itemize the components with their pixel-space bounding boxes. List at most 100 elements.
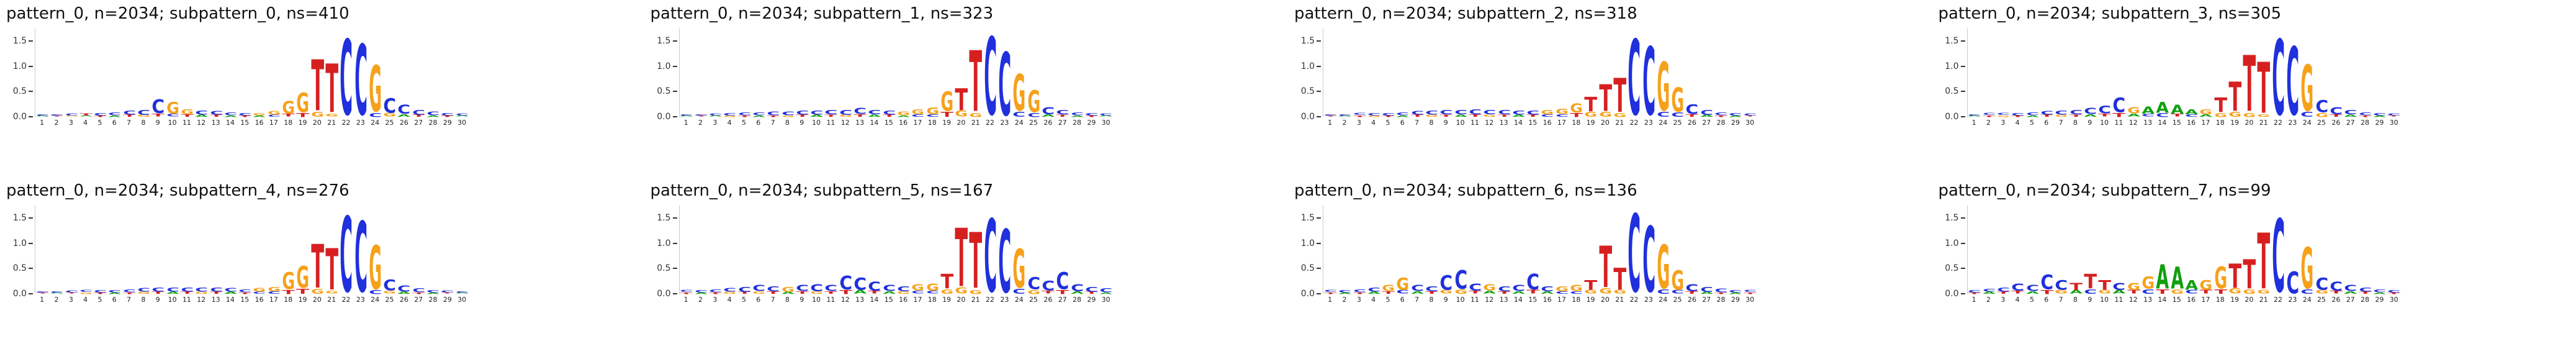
svg-text:T: T: [695, 116, 708, 117]
logo-letter-c: C: [210, 111, 223, 116]
svg-text:G: G: [970, 289, 983, 295]
logo-letter-t: T: [1599, 77, 1612, 120]
logo-letter-a: A: [253, 115, 266, 117]
logo-letter-c: C: [108, 289, 122, 293]
svg-text:A: A: [1071, 115, 1084, 117]
x-tick-label: 9: [1443, 296, 1448, 304]
logo-letter-c: C: [1324, 289, 1337, 293]
svg-text:T: T: [123, 114, 136, 117]
logo-letter-c: C: [1512, 110, 1525, 116]
x-tick-label: 14: [1513, 119, 1523, 127]
logo-letter-c: C: [94, 112, 107, 116]
logo-letter-c: C: [2156, 112, 2169, 118]
svg-text:G: G: [2055, 289, 2068, 295]
x-tick-label: 21: [327, 119, 336, 127]
svg-text:A: A: [1339, 116, 1352, 117]
svg-text:A: A: [2344, 114, 2358, 117]
x-tick-label: 15: [240, 296, 250, 304]
y-tick-mark: [1317, 91, 1321, 93]
logo-letter-t: T: [1526, 114, 1539, 117]
svg-text:T: T: [955, 212, 968, 305]
x-tick-label: 1: [683, 119, 688, 127]
svg-text:C: C: [1454, 109, 1467, 116]
svg-text:C: C: [1085, 112, 1098, 116]
logo-letter-g: G: [166, 99, 179, 117]
svg-text:G: G: [79, 292, 92, 294]
svg-text:T: T: [1382, 291, 1395, 294]
logo-letter-c: C: [926, 290, 939, 295]
y-tick-mark: [672, 242, 677, 244]
svg-text:G: G: [897, 291, 910, 294]
svg-text:G: G: [724, 115, 737, 117]
svg-text:C: C: [340, 196, 353, 317]
logo-letter-t: T: [2084, 271, 2097, 294]
x-tick-label: 9: [155, 119, 160, 127]
logo-letter-t: T: [2171, 113, 2184, 118]
svg-text:G: G: [2258, 289, 2271, 295]
logo-letter-t: T: [1744, 292, 1757, 294]
logo-letter-c: C: [1353, 288, 1366, 293]
svg-text:T: T: [2098, 113, 2111, 118]
logo-letter-t: T: [1439, 114, 1453, 117]
logo-letter-c: C: [79, 289, 92, 293]
svg-text:C: C: [268, 291, 281, 294]
x-tick-label: 5: [97, 119, 102, 127]
svg-text:T: T: [1686, 114, 1699, 117]
x-tick-label: 2: [698, 296, 703, 304]
logo-letter-c: C: [911, 290, 925, 295]
logo-letter-t: T: [311, 46, 324, 127]
svg-text:A: A: [398, 114, 411, 117]
logo-letter-t: T: [1498, 291, 1511, 294]
logo-letter-t: T: [1425, 291, 1438, 294]
logo-letter-g: G: [253, 112, 266, 116]
logo-letter-t: T: [2040, 114, 2053, 117]
logo-letter-a: A: [2344, 291, 2358, 294]
logo-letter-c: C: [2344, 109, 2358, 116]
logo-letter-g: G: [282, 98, 295, 118]
svg-text:C: C: [1700, 109, 1713, 117]
x-tick-label: 14: [870, 119, 879, 127]
x-tick-label: 27: [2346, 119, 2355, 127]
svg-text:C: C: [441, 290, 454, 293]
svg-text:C: C: [680, 114, 693, 116]
svg-text:C: C: [2387, 289, 2400, 293]
svg-text:C: C: [51, 114, 64, 116]
y-axis: 0.0 0.5 1.0 1.5: [1939, 206, 1967, 299]
logo-letter-a: A: [1700, 291, 1713, 294]
logo-letter-c: C: [1714, 288, 1727, 294]
y-tick-label: 1.5: [657, 213, 671, 224]
logo-letter-c: C: [383, 95, 396, 118]
logo-letter-c: C: [195, 287, 209, 293]
logo-letter-c: C: [1628, 193, 1641, 317]
logo-letter-g: G: [2199, 108, 2213, 116]
svg-text:A: A: [253, 115, 266, 117]
svg-text:A: A: [883, 291, 896, 294]
logo-letter-c: C: [1729, 289, 1742, 293]
logo-letter-g: G: [369, 233, 382, 303]
svg-text:G: G: [2301, 235, 2314, 302]
logo-letter-t: T: [1714, 292, 1727, 294]
svg-text:T: T: [210, 114, 223, 117]
x-axis-labels: 1 2 3 4 5 6 7 8 9 10 11 12 13 14 15 16 17 18 19 20 21 22 23 24 2…: [679, 294, 1114, 306]
x-tick-label: 18: [284, 296, 293, 304]
svg-text:C: C: [354, 202, 367, 315]
logo-letter-c: C: [767, 285, 780, 293]
svg-text:T: T: [1686, 291, 1699, 294]
svg-text:T: T: [2258, 49, 2271, 130]
svg-text:G: G: [1027, 289, 1040, 295]
logo-letter-g: G: [1613, 112, 1626, 118]
svg-text:T: T: [2228, 74, 2241, 120]
svg-text:G: G: [253, 112, 266, 116]
x-tick-label: 18: [284, 119, 293, 127]
x-tick-label: 22: [986, 119, 995, 127]
logo-letter-g: G: [1556, 107, 1569, 116]
logo-letter-t: T: [1613, 69, 1626, 123]
svg-text:C: C: [709, 113, 722, 116]
svg-text:C: C: [2012, 282, 2025, 293]
svg-text:G: G: [781, 115, 795, 117]
x-tick-label: 2: [1986, 119, 1991, 127]
x-tick-label: 16: [899, 119, 908, 127]
logo-letter-g: G: [1483, 284, 1497, 293]
logo-title: pattern_0, n=2034; subpattern_1, ns=323: [650, 4, 994, 23]
